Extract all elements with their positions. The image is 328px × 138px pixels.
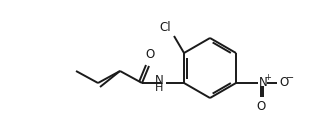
Text: +: + bbox=[264, 74, 271, 83]
Text: O: O bbox=[145, 48, 154, 61]
Text: N: N bbox=[259, 75, 268, 88]
Text: H: H bbox=[155, 83, 164, 93]
Text: O: O bbox=[256, 100, 266, 113]
Text: N: N bbox=[155, 75, 164, 87]
Text: Cl: Cl bbox=[159, 21, 171, 34]
Text: O: O bbox=[279, 75, 288, 88]
Text: −: − bbox=[286, 73, 294, 83]
